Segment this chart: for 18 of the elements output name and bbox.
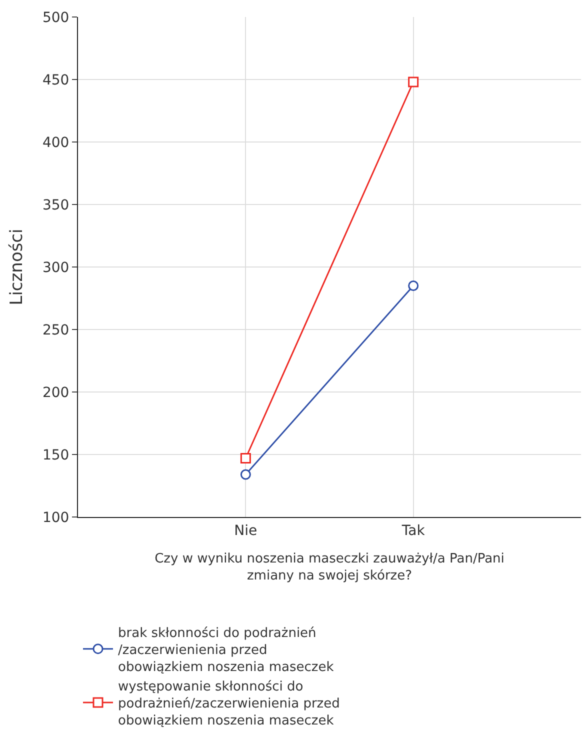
y-tick-label: 150 xyxy=(42,447,70,464)
y-tick-label: 400 xyxy=(42,134,70,151)
legend-label: występowanie skłonności do podrażnień/zaczerwienienia przed obowiązkiem noszenia maseczek xyxy=(118,680,340,729)
point xyxy=(408,76,419,88)
point xyxy=(240,469,251,480)
y-tick-label: 450 xyxy=(42,72,70,88)
y-tick-label: 500 xyxy=(42,10,70,26)
y-tick-label: 350 xyxy=(42,197,70,214)
point xyxy=(408,280,419,291)
y-axis-title: Liczności xyxy=(7,228,28,306)
y-tick-label: 250 xyxy=(42,322,70,338)
x-tick-label: Nie xyxy=(234,522,258,539)
y-tick-label: 100 xyxy=(42,510,70,526)
y-tick-label: 200 xyxy=(42,384,70,401)
x-tick-label: Tak xyxy=(400,522,426,539)
point xyxy=(240,453,251,464)
y-tick-label: 300 xyxy=(42,260,70,276)
x-axis-title: Czy w wyniku noszenia maseczki zauważył/a Pan/Pani zmiany na swojej skórze? xyxy=(154,551,504,584)
